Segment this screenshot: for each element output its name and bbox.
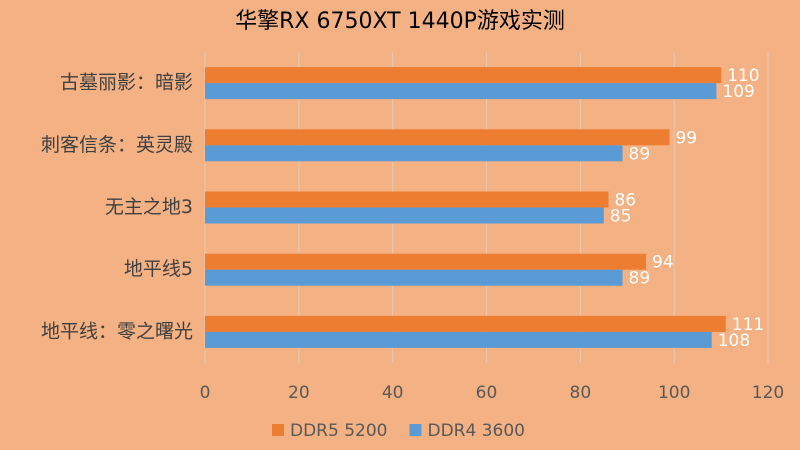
legend-label: DDR4 3600 (427, 421, 524, 441)
value-label: 110 (727, 66, 759, 86)
x-tick-label: 20 (288, 383, 310, 403)
value-label: 85 (610, 207, 632, 227)
chart-title: 华擎RX 6750XT 1440P游戏实测 (235, 9, 565, 34)
value-label: 108 (718, 331, 750, 351)
x-tick-label: 60 (476, 383, 498, 403)
bar (205, 145, 623, 162)
x-tick-label: 120 (752, 383, 784, 403)
x-tick-label: 0 (200, 383, 211, 403)
category-label: 无主之地3 (105, 196, 193, 218)
value-label: 111 (732, 315, 764, 335)
category-label: 地平线5 (124, 258, 193, 280)
category-label: 刺客信条：英灵殿 (41, 134, 193, 156)
legend-swatch (272, 424, 284, 436)
bar (205, 191, 609, 208)
value-label: 89 (629, 144, 651, 164)
legend-swatch (409, 424, 422, 436)
category-label: 古墓丽影：暗影 (60, 72, 193, 94)
x-tick-label: 80 (570, 383, 592, 403)
x-tick-label: 40 (382, 383, 404, 403)
value-label: 89 (629, 269, 651, 289)
value-label: 86 (614, 191, 636, 211)
bar (205, 331, 712, 348)
x-tick-label: 100 (658, 383, 690, 403)
bar (205, 253, 647, 270)
bar (205, 207, 604, 224)
bar (205, 67, 722, 84)
value-label: 99 (675, 128, 697, 148)
value-label: 94 (652, 253, 674, 273)
bar (205, 83, 717, 100)
bar (205, 269, 623, 286)
category-label: 地平线：零之曙光 (41, 320, 193, 342)
bar (205, 315, 726, 332)
value-label: 109 (722, 82, 754, 102)
legend-label: DDR5 5200 (290, 421, 387, 441)
bar (205, 129, 670, 146)
